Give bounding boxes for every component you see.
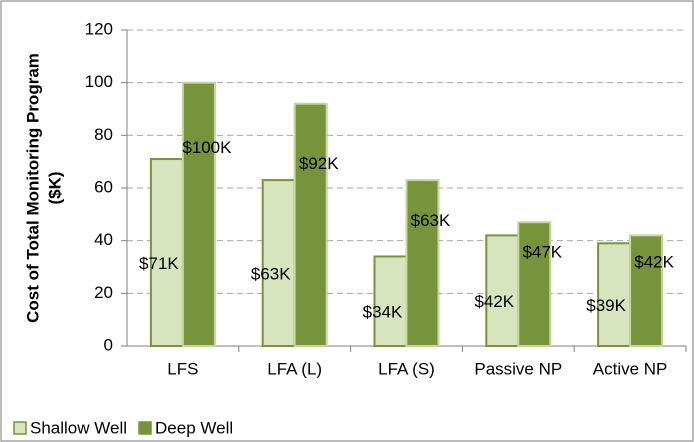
y-tick-label: 20: [94, 283, 113, 302]
y-tick-label: 60: [94, 177, 113, 196]
bar: [597, 242, 632, 347]
data-label: $39K: [586, 296, 626, 315]
legend-swatch: [138, 421, 152, 435]
x-tick-label: Passive NP: [474, 359, 562, 378]
bar: [261, 179, 296, 347]
x-tick-label: Active NP: [593, 359, 668, 378]
legend-swatch: [13, 421, 27, 435]
bar: [629, 234, 664, 347]
data-label: $100K: [182, 138, 232, 157]
data-label: $71K: [139, 254, 179, 273]
bar: [405, 179, 440, 347]
y-tick-label: 120: [85, 19, 113, 38]
bar: [517, 221, 552, 348]
data-label: $34K: [363, 303, 403, 322]
data-label: $42K: [634, 253, 674, 272]
y-axis-title-line: Cost of Total Monitoring Program: [23, 53, 42, 323]
bar: [485, 234, 520, 347]
legend-label: Shallow Well: [30, 418, 127, 437]
bar: [149, 158, 184, 347]
data-label: $42K: [474, 292, 514, 311]
y-tick-label: 40: [94, 230, 113, 249]
data-label: $63K: [411, 211, 451, 230]
y-tick-label: 0: [104, 335, 113, 354]
x-tick-label: LFA (L): [267, 359, 322, 378]
y-tick-label: 100: [85, 72, 113, 91]
y-axis-title-line: ($K): [45, 171, 64, 204]
data-label: $92K: [299, 154, 339, 173]
y-axis-title: Cost of Total Monitoring Program ($K): [23, 53, 64, 323]
bar: [293, 102, 328, 347]
data-label: $47K: [522, 243, 562, 262]
y-tick-label: 80: [94, 125, 113, 144]
bar: [181, 81, 216, 348]
x-tick-label: LFA (S): [378, 359, 435, 378]
x-tick-label: LFS: [167, 359, 198, 378]
bar: [373, 255, 408, 348]
legend-label: Deep Well: [155, 418, 233, 437]
data-label: $63K: [251, 265, 291, 284]
